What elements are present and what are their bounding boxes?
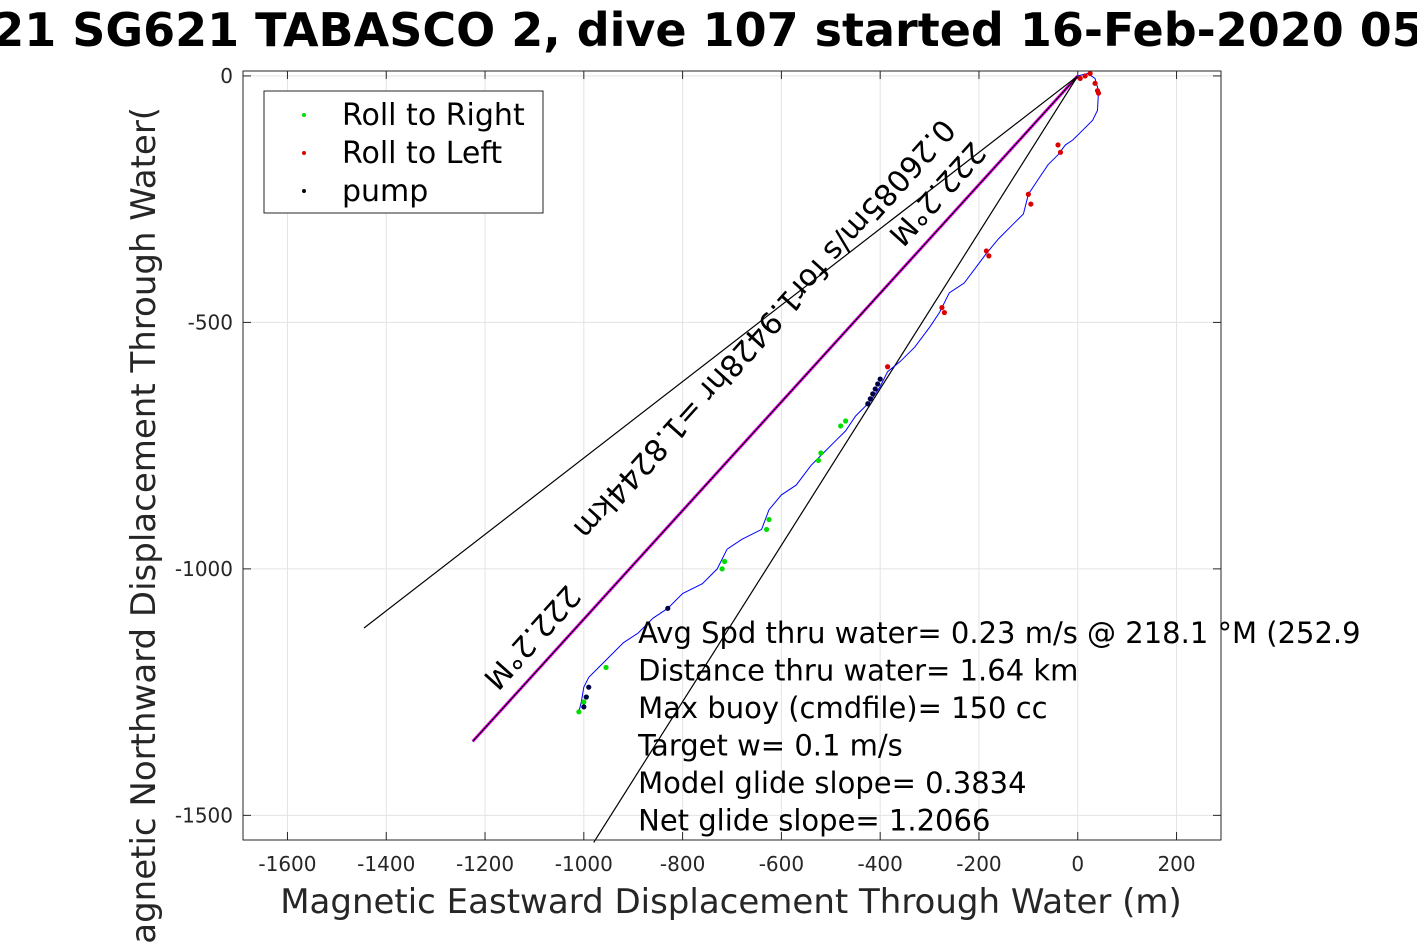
pump-point: [865, 401, 871, 407]
legend-box: [263, 90, 544, 214]
roll-left-point: [939, 305, 945, 311]
y-tick-label: -1000: [175, 557, 233, 581]
roll-right-point: [818, 450, 824, 456]
x-tick-label: 0: [1071, 852, 1084, 876]
pump-point: [583, 694, 589, 700]
pump-point: [877, 376, 883, 382]
roll-right-point: [576, 709, 582, 715]
roll-left-point: [1028, 201, 1034, 207]
roll-right-point: [721, 558, 728, 565]
y-tick-label: -500: [188, 310, 233, 334]
roll-right-point: [838, 423, 844, 429]
roll-left-point: [1057, 149, 1064, 155]
bound-line-upper: [363, 75, 1079, 629]
roll-left-point: [1095, 90, 1102, 96]
annotation-line: Target w= 0.1 m/s: [637, 728, 903, 762]
x-tick-label: -600: [759, 852, 804, 876]
legend: Roll to Right Roll to Left pump: [263, 90, 544, 214]
x-tick-label: -1000: [555, 852, 613, 876]
dive-track-line: [578, 72, 1100, 712]
roll-right-point: [843, 418, 849, 424]
roll-left-point: [1055, 142, 1061, 148]
bound-line-center: [472, 75, 1079, 742]
legend-label-roll-left: Roll to Left: [342, 136, 502, 171]
roll-left-point: [941, 309, 947, 316]
markers-layer: [576, 70, 1102, 715]
axes-frame: [242, 70, 1222, 841]
legend-label-pump: pump: [342, 174, 428, 209]
pump-point: [665, 605, 671, 611]
x-tick-label: -1400: [357, 852, 415, 876]
roll-left-point: [1082, 73, 1088, 79]
x-axis-label: Magnetic Eastward Displacement Through W…: [280, 882, 1182, 922]
ticks-layer: -1600 -1400 -1200 -1000 -800 -600 -400 -200 0 200…: [175, 64, 1221, 876]
y-axis-label: Magnetic Northward Displacement Through …: [124, 107, 164, 945]
x-tick-label: -400: [857, 852, 902, 876]
legend-marker-roll-left: [302, 151, 306, 155]
legend-marker-pump: [302, 189, 306, 193]
roll-left-point: [884, 364, 891, 370]
legend-label-roll-right: Roll to Right: [342, 98, 525, 133]
pump-point: [867, 396, 873, 402]
bound-line-lower: [593, 75, 1079, 843]
reference-lines: [363, 74, 1079, 843]
roll-right-point: [815, 457, 822, 464]
annotation-line: Model glide slope= 0.3834: [638, 766, 1026, 800]
annotation-line: Max buoy (cmdfile)= 150 cc: [638, 691, 1047, 725]
track-layer: [578, 72, 1100, 712]
roll-left-point: [1092, 80, 1098, 86]
roll-left-point: [1077, 75, 1083, 81]
x-tick-label: 200: [1157, 852, 1195, 876]
x-tick-label: -1600: [258, 852, 316, 876]
roll-left-point: [1087, 70, 1093, 77]
pump-point: [875, 381, 881, 387]
roll-right-point: [603, 664, 609, 671]
roll-right-point: [766, 516, 772, 523]
pump-point: [581, 704, 587, 710]
roll-left-point: [986, 253, 992, 259]
annotation-line: Net glide slope= 1.2066: [638, 803, 990, 837]
roll-left-point: [983, 248, 989, 254]
pump-point: [872, 386, 878, 392]
x-tick-label: -800: [660, 852, 705, 876]
pump-point: [586, 684, 592, 690]
chart-title: 21 SG621 TABASCO 2, dive 107 started 16-…: [0, 3, 1417, 57]
annotation-line: Distance thru water= 1.64 km: [638, 653, 1078, 687]
x-tick-label: -1200: [456, 852, 514, 876]
roll-left-point: [1025, 191, 1031, 197]
y-tick-label: 0: [220, 64, 233, 88]
grid-layer: [243, 71, 1221, 840]
y-tick-label: -1500: [175, 803, 233, 827]
annotations: Avg Spd thru water= 0.23 m/s @ 218.1 °M …: [637, 616, 1360, 838]
roll-right-point: [719, 566, 725, 572]
legend-marker-roll-right: [302, 113, 306, 117]
x-tick-label: -200: [956, 852, 1001, 876]
roll-right-point: [763, 526, 770, 533]
pump-point: [870, 391, 876, 397]
annotation-line: Avg Spd thru water= 0.23 m/s @ 218.1 °M …: [638, 616, 1360, 650]
roll-right-point: [581, 699, 587, 705]
